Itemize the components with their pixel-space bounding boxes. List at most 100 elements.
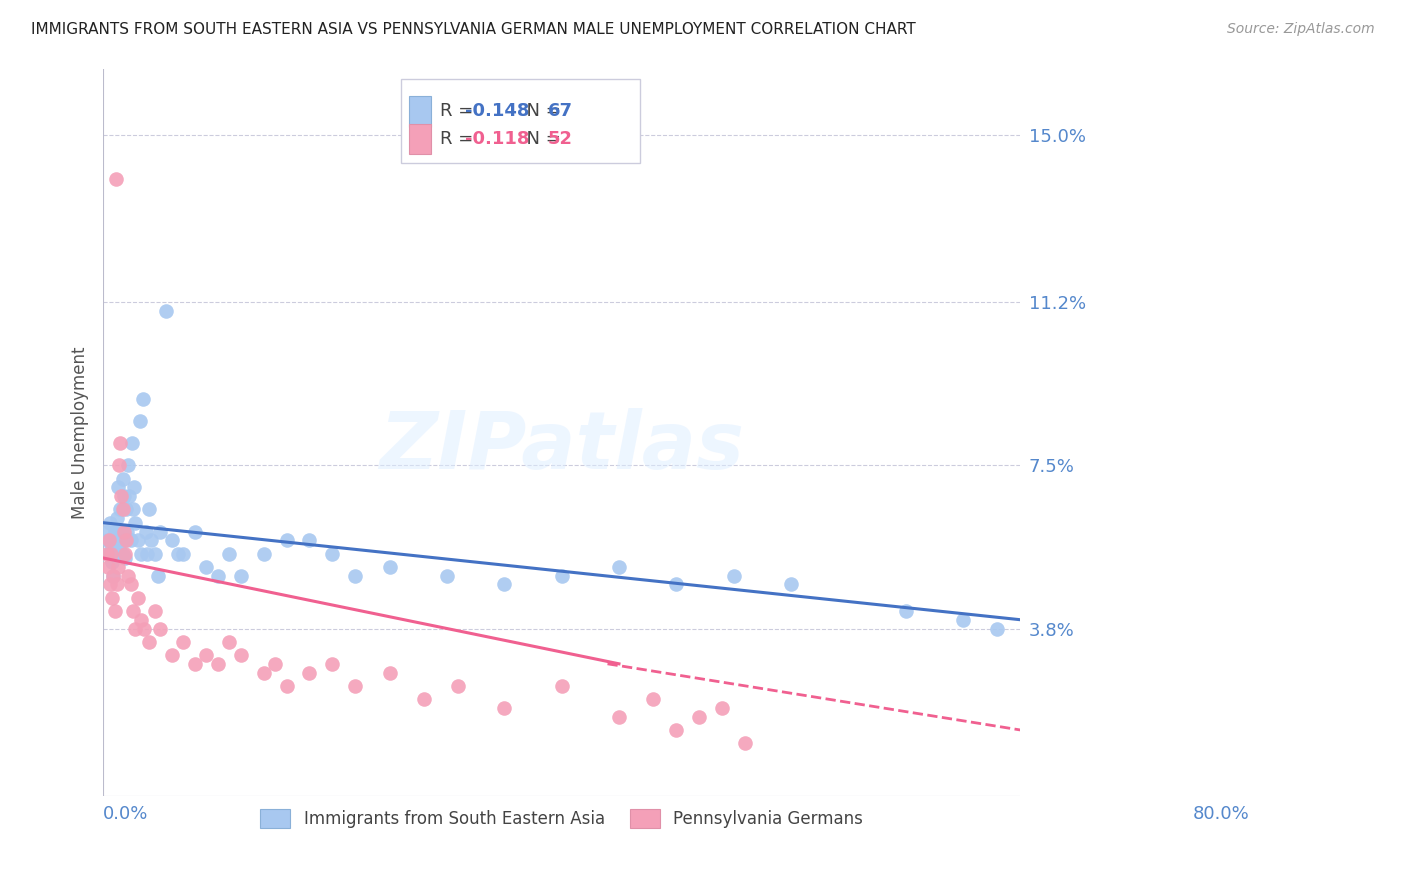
Point: [143, 604, 166, 618]
Point: [110, 502, 132, 516]
Point: [107, 480, 129, 494]
Text: R =: R =: [440, 130, 478, 148]
Y-axis label: Male Unemployment: Male Unemployment: [72, 346, 89, 518]
Point: [105, 533, 128, 548]
Point: [986, 622, 1008, 636]
FancyBboxPatch shape: [401, 79, 640, 163]
Point: [114, 551, 136, 566]
Point: [97, 547, 120, 561]
Point: [96, 547, 118, 561]
Text: 0.0%: 0.0%: [103, 805, 149, 822]
Point: [665, 723, 688, 737]
Point: [138, 634, 160, 648]
Point: [107, 524, 129, 539]
Point: [103, 568, 125, 582]
Point: [252, 665, 274, 680]
Point: [378, 559, 401, 574]
Point: [378, 665, 401, 680]
Point: [135, 547, 157, 561]
Point: [160, 533, 183, 548]
Point: [121, 436, 143, 450]
Point: [447, 679, 470, 693]
Point: [105, 577, 128, 591]
Text: -0.118: -0.118: [465, 130, 530, 148]
Point: [229, 648, 252, 662]
Point: [494, 701, 516, 715]
Point: [607, 709, 630, 723]
Point: [298, 533, 321, 548]
Point: [344, 568, 367, 582]
Point: [97, 559, 120, 574]
Point: [264, 657, 287, 671]
Point: [117, 458, 139, 473]
Point: [100, 538, 122, 552]
Point: [149, 622, 172, 636]
Point: [184, 657, 207, 671]
Point: [894, 604, 917, 618]
Point: [141, 533, 163, 548]
Point: [298, 665, 321, 680]
Point: [122, 604, 145, 618]
Point: [98, 577, 121, 591]
Point: [115, 524, 138, 539]
Point: [321, 547, 343, 561]
Point: [413, 692, 436, 706]
Point: [101, 555, 124, 569]
Point: [138, 502, 160, 516]
Point: [111, 547, 134, 561]
Point: [120, 577, 142, 591]
Point: [166, 547, 188, 561]
Point: [252, 547, 274, 561]
Point: [711, 701, 734, 715]
Point: [436, 568, 458, 582]
Point: [195, 559, 218, 574]
Point: [110, 533, 132, 548]
Point: [101, 591, 124, 605]
Point: [780, 577, 803, 591]
Point: [607, 559, 630, 574]
Text: ZIPatlas: ZIPatlas: [380, 408, 744, 486]
Point: [344, 679, 367, 693]
Point: [108, 458, 131, 473]
Point: [112, 489, 135, 503]
Point: [110, 489, 132, 503]
Point: [124, 622, 146, 636]
Point: [734, 736, 756, 750]
Point: [550, 568, 572, 582]
Point: [104, 524, 127, 539]
Point: [127, 533, 149, 548]
Point: [117, 568, 139, 582]
Point: [120, 533, 142, 548]
Point: [184, 524, 207, 539]
Point: [276, 533, 298, 548]
Point: [149, 524, 172, 539]
Point: [124, 516, 146, 530]
Point: [207, 657, 229, 671]
Point: [111, 472, 134, 486]
Point: [550, 679, 572, 693]
Point: [129, 613, 152, 627]
Point: [110, 524, 132, 539]
Point: [128, 414, 150, 428]
Point: [132, 392, 155, 407]
Point: [103, 568, 125, 582]
Point: [665, 577, 688, 591]
Point: [105, 511, 128, 525]
Point: [115, 533, 138, 548]
Point: [952, 613, 974, 627]
Point: [104, 171, 127, 186]
Point: [97, 533, 120, 548]
FancyBboxPatch shape: [409, 124, 432, 154]
Point: [115, 533, 138, 548]
Point: [127, 591, 149, 605]
Point: [321, 657, 343, 671]
Point: [155, 304, 177, 318]
Point: [723, 568, 745, 582]
Text: 80.0%: 80.0%: [1192, 805, 1250, 822]
Point: [122, 502, 145, 516]
Text: R =: R =: [440, 103, 478, 120]
Text: Source: ZipAtlas.com: Source: ZipAtlas.com: [1227, 22, 1375, 37]
Point: [160, 648, 183, 662]
Text: 67: 67: [548, 103, 572, 120]
Point: [100, 547, 122, 561]
